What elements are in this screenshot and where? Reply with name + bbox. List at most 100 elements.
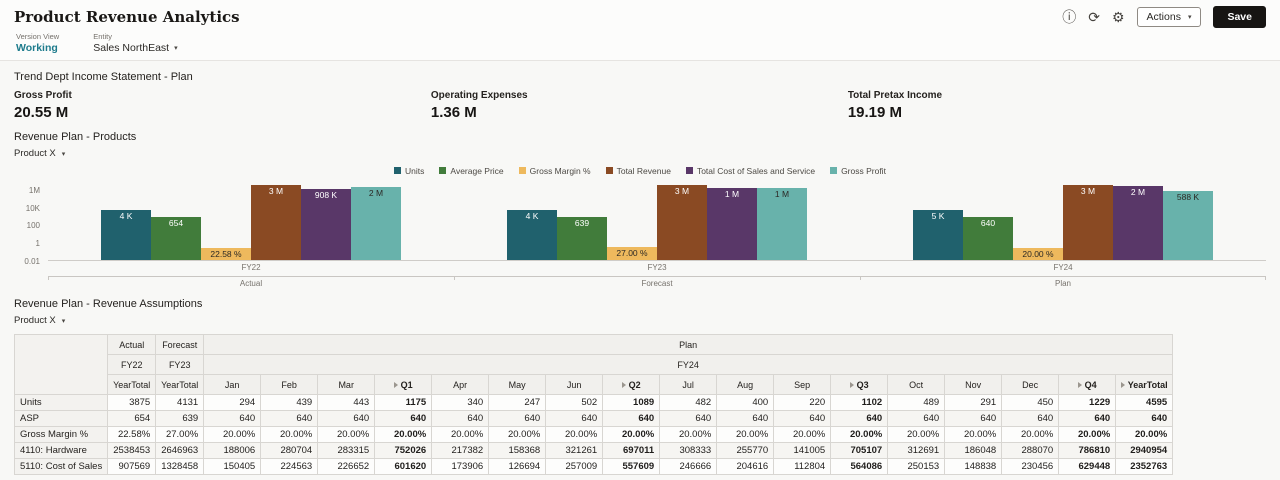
grid-cell[interactable]: 640: [374, 410, 433, 427]
expand-icon[interactable]: [1077, 382, 1082, 389]
grid-cell[interactable]: 288070: [1001, 442, 1060, 459]
bar-gross-margin[interactable]: 27.00 %: [607, 247, 657, 260]
grid-cell[interactable]: 217382: [431, 442, 490, 459]
bar-gross-margin[interactable]: 22.58 %: [201, 247, 251, 260]
grid-cell[interactable]: 20.00%: [1115, 426, 1174, 443]
grid-cell[interactable]: 4595: [1115, 394, 1174, 411]
bar-gross-margin[interactable]: 20.00 %: [1013, 248, 1063, 260]
legend-item-total-revenue[interactable]: Total Revenue: [605, 166, 671, 176]
grid-cell[interactable]: 4131: [155, 394, 205, 411]
grid-cell[interactable]: 20.00%: [659, 426, 718, 443]
grid-cell[interactable]: 640: [830, 410, 889, 427]
grid-cell[interactable]: 640: [602, 410, 661, 427]
grid-cell[interactable]: 786810: [1058, 442, 1117, 459]
grid-cell[interactable]: 226652: [317, 458, 376, 475]
grid-cell[interactable]: 639: [155, 410, 205, 427]
grid-cell[interactable]: 2352763: [1115, 458, 1174, 475]
grid-cell[interactable]: 3875: [107, 394, 157, 411]
grid-cell[interactable]: 400: [716, 394, 775, 411]
grid-cell[interactable]: 439: [260, 394, 319, 411]
grid-cell[interactable]: 2538453: [107, 442, 157, 459]
legend-item-average-price[interactable]: Average Price: [439, 166, 504, 176]
grid-cell[interactable]: 186048: [944, 442, 1003, 459]
grid-cell[interactable]: 20.00%: [203, 426, 262, 443]
grid-cell[interactable]: 450: [1001, 394, 1060, 411]
bar-units[interactable]: 5 K: [913, 209, 963, 260]
expand-icon[interactable]: [393, 382, 398, 389]
expand-icon[interactable]: [1120, 382, 1125, 389]
grid-cell[interactable]: 557609: [602, 458, 661, 475]
table-product-selector[interactable]: Product X ▾: [14, 315, 65, 326]
grid-cell[interactable]: 2940954: [1115, 442, 1174, 459]
grid-cell[interactable]: 257009: [545, 458, 604, 475]
grid-cell[interactable]: 640: [1115, 410, 1174, 427]
grid-cell[interactable]: 1089: [602, 394, 661, 411]
grid-cell[interactable]: 22.58%: [107, 426, 157, 443]
grid-cell[interactable]: 283315: [317, 442, 376, 459]
grid-cell[interactable]: 640: [1058, 410, 1117, 427]
grid-cell[interactable]: 640: [431, 410, 490, 427]
grid-cell[interactable]: 601620: [374, 458, 433, 475]
grid-cell[interactable]: 20.00%: [317, 426, 376, 443]
grid-cell[interactable]: 294: [203, 394, 262, 411]
grid-cell[interactable]: 255770: [716, 442, 775, 459]
grid-cell[interactable]: 20.00%: [944, 426, 1003, 443]
bar-gross-profit[interactable]: 2 M: [351, 187, 401, 260]
grid-cell[interactable]: 340: [431, 394, 490, 411]
grid-cell[interactable]: 1102: [830, 394, 889, 411]
grid-cell[interactable]: 640: [1001, 410, 1060, 427]
grid-cell[interactable]: 443: [317, 394, 376, 411]
grid-cell[interactable]: 640: [716, 410, 775, 427]
grid-cell[interactable]: 640: [887, 410, 946, 427]
grid-cell[interactable]: 20.00%: [887, 426, 946, 443]
grid-cell[interactable]: 640: [488, 410, 547, 427]
grid-cell[interactable]: 564086: [830, 458, 889, 475]
legend-item-gross-margin[interactable]: Gross Margin %: [518, 166, 591, 176]
actions-button[interactable]: Actions ▾: [1136, 7, 1202, 27]
refresh-icon[interactable]: ⟳: [1088, 9, 1100, 25]
grid-cell[interactable]: 640: [545, 410, 604, 427]
bar-total-cost-of-sales-and-service[interactable]: 908 K: [301, 189, 351, 260]
grid-cell[interactable]: 640: [659, 410, 718, 427]
grid-cell[interactable]: 27.00%: [155, 426, 205, 443]
bar-units[interactable]: 4 K: [101, 210, 151, 260]
grid-cell[interactable]: 640: [317, 410, 376, 427]
save-button[interactable]: Save: [1213, 6, 1266, 28]
legend-item-total-cost-of-sales-and-service[interactable]: Total Cost of Sales and Service: [685, 166, 815, 176]
grid-cell[interactable]: 640: [773, 410, 832, 427]
grid-cell[interactable]: 20.00%: [545, 426, 604, 443]
grid-cell[interactable]: 20.00%: [830, 426, 889, 443]
grid-cell[interactable]: 112804: [773, 458, 832, 475]
grid-cell[interactable]: 220: [773, 394, 832, 411]
chart-product-selector[interactable]: Product X ▾: [14, 148, 65, 159]
grid-cell[interactable]: 20.00%: [1058, 426, 1117, 443]
grid-cell[interactable]: 204616: [716, 458, 775, 475]
grid-cell[interactable]: 126694: [488, 458, 547, 475]
info-icon[interactable]: ⓘ: [1062, 9, 1077, 25]
grid-cell[interactable]: 1229: [1058, 394, 1117, 411]
grid-cell[interactable]: 188006: [203, 442, 262, 459]
grid-cell[interactable]: 20.00%: [602, 426, 661, 443]
grid-cell[interactable]: 250153: [887, 458, 946, 475]
grid-cell[interactable]: 291: [944, 394, 1003, 411]
grid-cell[interactable]: 654: [107, 410, 157, 427]
grid-cell[interactable]: 308333: [659, 442, 718, 459]
grid-cell[interactable]: 640: [944, 410, 1003, 427]
expand-icon[interactable]: [621, 382, 626, 389]
grid-cell[interactable]: 489: [887, 394, 946, 411]
grid-cell[interactable]: 224563: [260, 458, 319, 475]
grid-cell[interactable]: 20.00%: [431, 426, 490, 443]
legend-item-units[interactable]: Units: [394, 166, 424, 176]
grid-cell[interactable]: 1328458: [155, 458, 205, 475]
grid-cell[interactable]: 20.00%: [1001, 426, 1060, 443]
grid-cell[interactable]: 640: [203, 410, 262, 427]
bar-total-cost-of-sales-and-service[interactable]: 1 M: [707, 187, 757, 260]
grid-cell[interactable]: 20.00%: [488, 426, 547, 443]
grid-cell[interactable]: 1175: [374, 394, 433, 411]
grid-cell[interactable]: 20.00%: [773, 426, 832, 443]
bar-average-price[interactable]: 639: [557, 217, 607, 260]
bar-total-revenue[interactable]: 3 M: [251, 185, 301, 260]
grid-cell[interactable]: 20.00%: [374, 426, 433, 443]
grid-cell[interactable]: 246666: [659, 458, 718, 475]
grid-cell[interactable]: 629448: [1058, 458, 1117, 475]
